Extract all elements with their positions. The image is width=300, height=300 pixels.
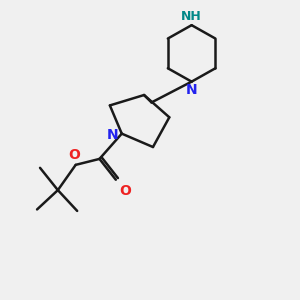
Text: O: O [119,184,131,198]
Text: N: N [186,83,197,97]
Text: NH: NH [181,10,202,23]
Text: N: N [106,128,118,142]
Text: O: O [68,148,80,162]
